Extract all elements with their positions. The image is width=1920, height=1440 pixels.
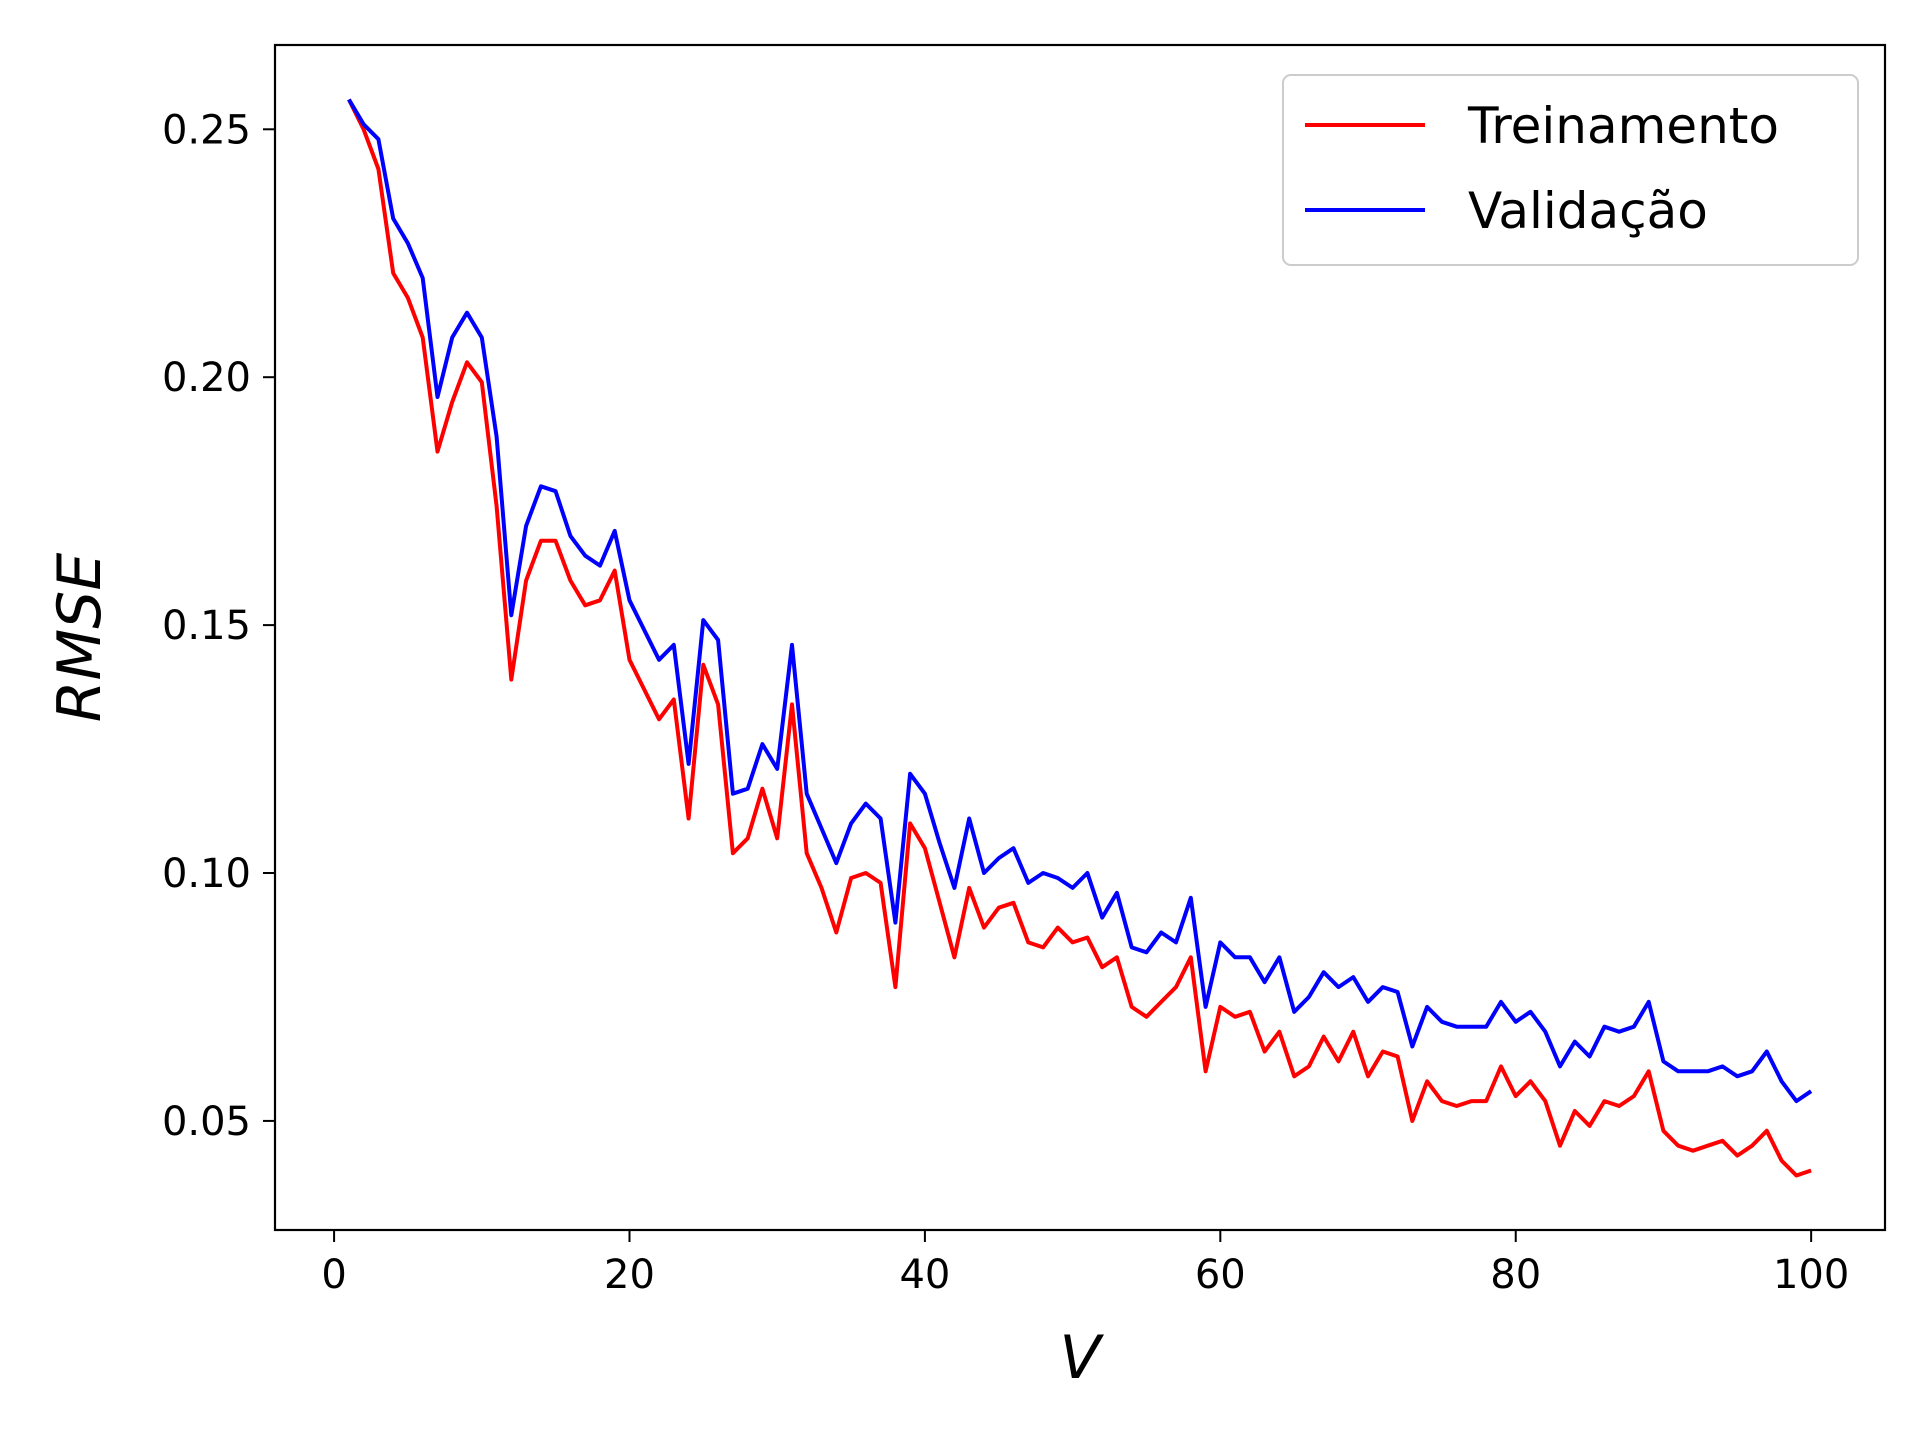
x-tick-label: 40 [899, 1252, 950, 1298]
y-axis-ticks: 0.05 0.10 0.15 0.20 0.25 [162, 107, 275, 1145]
series-line-treinamento [347, 98, 1812, 1178]
x-tick-label: 0 [321, 1252, 346, 1298]
series-line-validacao [347, 98, 1813, 1104]
x-axis-ticks: 0 20 40 60 80 100 [321, 1230, 1849, 1298]
y-tick-label: 0.15 [162, 603, 251, 649]
x-tick-label: 60 [1195, 1252, 1246, 1298]
legend-label-treinamento: Treinamento [1467, 97, 1779, 155]
y-tick-label: 0.05 [162, 1099, 251, 1145]
plot-frame [273, 43, 1887, 1232]
y-axis-label: RMSE [45, 553, 115, 723]
x-tick-label: 80 [1490, 1252, 1541, 1298]
y-tick-label: 0.20 [162, 355, 251, 401]
x-tick-label: 100 [1773, 1252, 1849, 1298]
legend: Treinamento Validação [1282, 74, 1859, 266]
series-lines [347, 98, 1813, 1178]
x-axis-label: V [1059, 1323, 1104, 1393]
legend-label-validacao: Validação [1468, 182, 1708, 240]
y-tick-label: 0.25 [162, 107, 251, 153]
y-tick-label: 0.10 [162, 851, 251, 897]
x-tick-label: 20 [604, 1252, 655, 1298]
legend-box [1282, 74, 1859, 266]
